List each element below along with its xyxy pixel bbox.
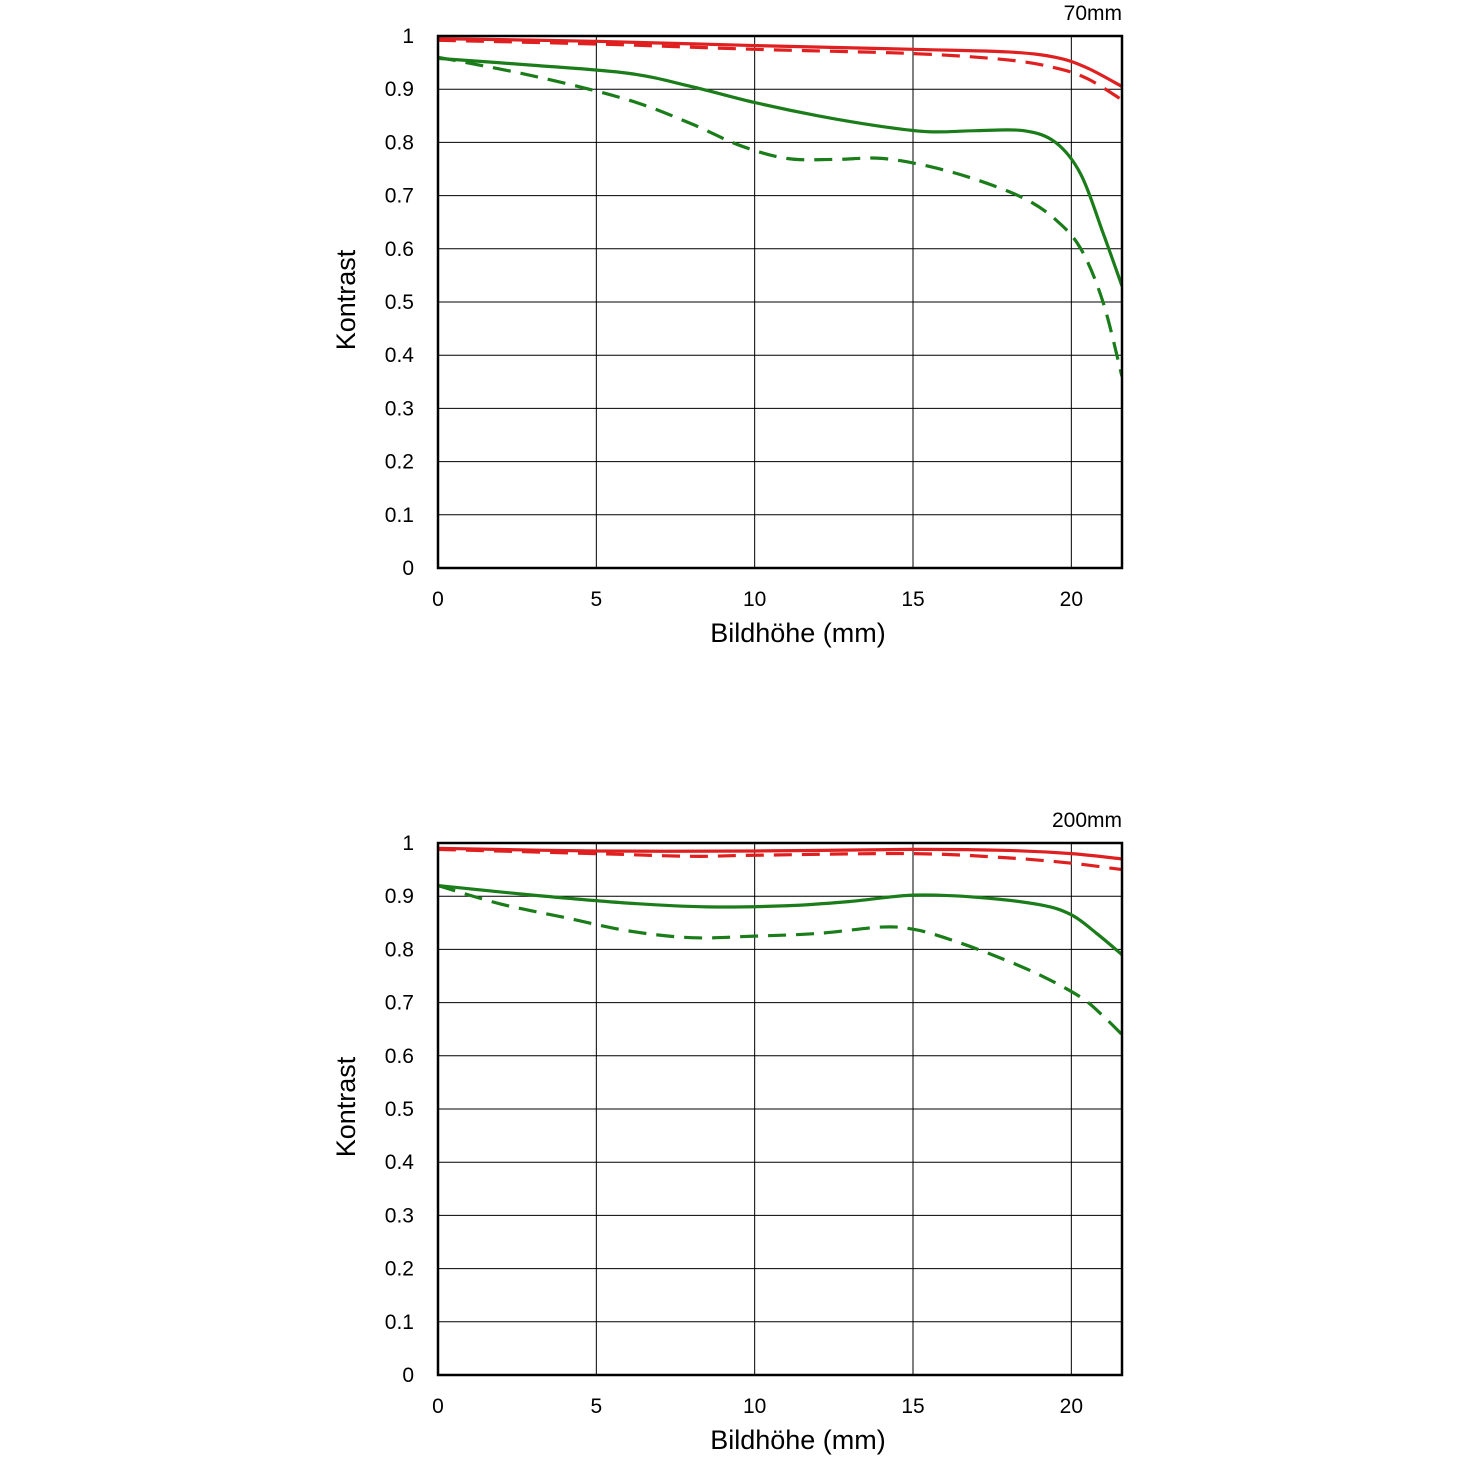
chart-0-series-red-solid [438,37,1122,88]
chart-0-series-green-solid [438,56,1122,287]
chart-1-y-tick-label: 0.6 [385,1045,414,1068]
chart-1-y-tick-label: 0.7 [385,992,414,1015]
chart-0-y-tick-label: 1 [402,25,414,48]
chart-0-y-tick-label: 0.1 [385,504,414,527]
chart-1-y-tick-label: 0.3 [385,1204,414,1227]
chart-0-y-tick-label: 0.5 [385,291,414,314]
chart-0-y-tick-label: 0.7 [385,185,414,208]
chart-0-y-tick-label: 0.2 [385,451,414,474]
chart-0-x-tick-label: 20 [1060,588,1083,611]
chart-0-plot-frame [436,34,1124,570]
chart-1-y-tick-label: 0.5 [385,1098,414,1121]
chart-1-y-tick-label: 0.4 [385,1151,415,1174]
chart-1-x-tick-label: 10 [743,1395,766,1418]
chart-200mm: 0 5 10 15 20 0 0.1 0.2 0.3 0.4 0.5 0.6 0.7 0.8 0.9 1 Bil… [331,809,1124,1455]
chart-1-y-axis-label: Kontrast [331,1056,361,1157]
chart-1-series-green-dashed [438,884,1122,1036]
chart-0-x-tick-label: 5 [590,588,602,611]
chart-0-title: 70mm [1064,2,1122,25]
chart-1-plot-frame [436,841,1124,1377]
chart-0-x-tick-label: 10 [743,588,766,611]
chart-0-y-axis-label: Kontrast [331,249,361,350]
chart-1-y-tick-label: 0.8 [385,938,414,961]
chart-1-x-tick-label: 15 [901,1395,924,1418]
chart-0-y-tick-label: 0.6 [385,238,414,261]
chart-1-series-green-solid [438,883,1122,956]
chart-1-y-tick-label: 0 [402,1364,414,1387]
chart-1-series-group [438,846,1122,1036]
chart-70mm: 0 5 10 15 20 0 0.1 0.2 0.3 0.4 0.5 0.6 0.7 0.8 0.9 1 Bil… [331,2,1124,648]
chart-1-x-tick-label: 5 [590,1395,602,1418]
chart-1-x-axis-label: Bildhöhe (mm) [710,1425,886,1455]
chart-1-y-tick-label: 0.2 [385,1258,414,1281]
chart-1-y-tick-label: 0.9 [385,885,414,908]
chart-0-series-group [438,37,1122,377]
chart-0-series-green-dashed [438,55,1122,377]
chart-0-y-tick-label: 0.8 [385,131,414,154]
chart-1-x-tick-label: 20 [1060,1395,1083,1418]
chart-0-x-tick-label: 15 [901,588,924,611]
chart-0-y-tick-label: 0.4 [385,344,415,367]
chart-0-y-tick-label: 0.3 [385,397,414,420]
chart-1-x-tick-label: 0 [432,1395,444,1418]
chart-1-y-tick-label: 0.1 [385,1311,414,1334]
chart-0-y-tick-label: 0.9 [385,78,414,101]
chart-0-x-tick-label: 0 [432,588,444,611]
chart-1-series-red-solid [438,846,1122,861]
chart-0-x-axis-label: Bildhöhe (mm) [710,618,886,648]
chart-0-y-tick-label: 0 [402,557,414,580]
chart-1-y-tick-label: 1 [402,832,414,855]
chart-1-title: 200mm [1052,809,1122,832]
